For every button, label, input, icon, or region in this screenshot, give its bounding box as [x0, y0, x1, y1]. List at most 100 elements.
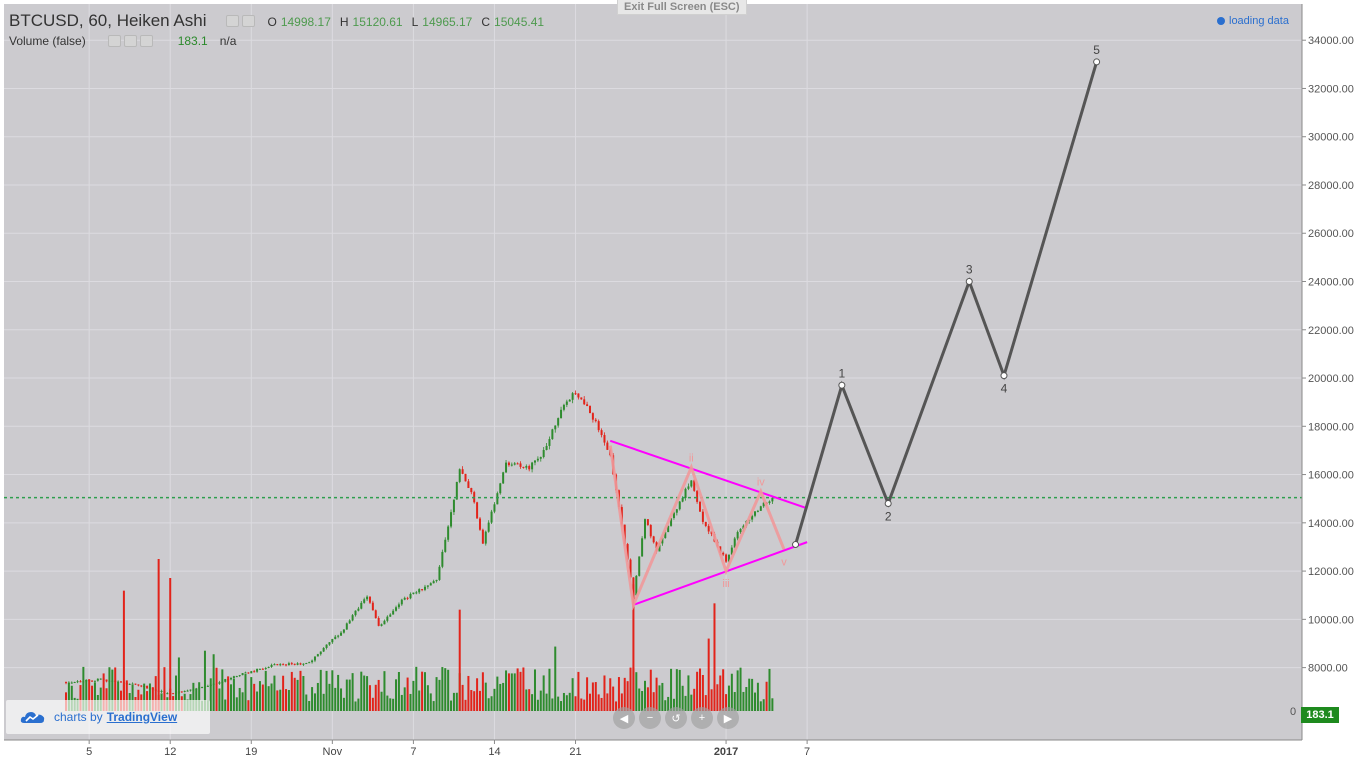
candle-body: [539, 457, 542, 459]
candle-body: [756, 510, 759, 512]
candle-body: [163, 690, 166, 694]
zoom-in-icon[interactable]: +: [691, 707, 713, 729]
branding-link[interactable]: TradingView: [106, 710, 178, 724]
projection-node[interactable]: [1093, 58, 1101, 66]
volume-bar: [667, 696, 670, 711]
volume-hide-button[interactable]: [107, 35, 121, 47]
candle-body: [496, 493, 499, 505]
candle-body: [99, 678, 102, 680]
volume-spike: [122, 590, 125, 711]
volume-bar: [730, 673, 733, 711]
subwave-polyline[interactable]: [608, 445, 786, 611]
triangle-lower-line[interactable]: [633, 541, 808, 606]
price-tick-label: 34000.00: [1308, 35, 1354, 47]
candle-body: [276, 664, 279, 666]
candle-body: [438, 566, 441, 580]
loading-indicator: loading data: [1217, 15, 1289, 27]
exit-fullscreen-button[interactable]: Exit Full Screen (ESC): [617, 0, 747, 15]
volume-bar: [574, 696, 577, 711]
volume-bar: [403, 687, 406, 711]
volume-bar: [395, 679, 398, 711]
volume-bar: [533, 669, 536, 711]
candle-body: [241, 673, 244, 676]
volume-settings-button[interactable]: [123, 35, 137, 47]
candle-body: [270, 664, 273, 667]
volume-bar: [701, 674, 704, 711]
candle-body: [536, 458, 539, 461]
volume-bar: [360, 671, 363, 711]
projection-node[interactable]: [1000, 372, 1008, 380]
candle-body: [325, 644, 328, 648]
volume-bar: [406, 677, 409, 711]
candle-body: [418, 589, 421, 593]
volume-bar: [345, 679, 348, 711]
legend-hide-button[interactable]: [226, 15, 240, 27]
candle-body: [76, 681, 79, 683]
volume-bar: [626, 681, 629, 711]
volume-bar: [641, 691, 644, 711]
candle-body: [423, 586, 426, 590]
candle-body: [351, 615, 354, 621]
volume-bar: [389, 698, 392, 711]
volume-bar: [397, 672, 400, 711]
candle-body: [166, 693, 169, 695]
scroll-left-icon[interactable]: ◀: [613, 707, 635, 729]
time-tick-label: 5: [86, 746, 92, 758]
candle-body: [293, 663, 296, 665]
candle-body: [429, 583, 432, 586]
volume-bar: [276, 690, 279, 711]
volume-bar: [117, 682, 120, 711]
candle-body: [354, 610, 357, 616]
volume-bar: [719, 675, 722, 711]
volume-close-button[interactable]: [139, 35, 153, 47]
volume-bar: [664, 700, 667, 711]
projection-node[interactable]: [838, 381, 846, 389]
volume-title: Volume (false): [9, 34, 86, 48]
time-axis[interactable]: 5 12 19 Nov 7 14 21 2017 7: [4, 739, 1302, 764]
candle-body: [470, 488, 473, 493]
volume-bar: [678, 669, 681, 711]
candle-body: [96, 678, 99, 681]
projection-node[interactable]: [965, 278, 973, 286]
volume-bar: [258, 681, 261, 711]
projection-node[interactable]: [792, 541, 800, 549]
projection-node[interactable]: [884, 500, 892, 508]
zoom-out-icon[interactable]: −: [639, 707, 661, 729]
volume-bar: [426, 685, 429, 711]
projection-polyline[interactable]: [794, 61, 1099, 545]
branding-prefix: charts by: [54, 710, 103, 724]
price-axis[interactable]: 8000.00 10000.00 12000.00 14000.00 16000.00 1…: [1290, 4, 1362, 764]
volume-bar: [308, 700, 311, 711]
volume-bar: [386, 695, 389, 711]
loading-dot-icon: [1217, 17, 1225, 25]
legend-settings-button[interactable]: [242, 15, 256, 27]
volume-bar: [490, 696, 493, 711]
candle-body: [105, 679, 108, 682]
candle-body: [412, 592, 415, 594]
candle-body: [221, 681, 224, 683]
volume-bar: [261, 684, 264, 711]
candle-body: [227, 679, 230, 681]
candle-body: [151, 687, 154, 690]
volume-bar: [302, 676, 305, 711]
volume-bar: [609, 678, 612, 711]
triangle-upper-line[interactable]: [609, 439, 808, 510]
scroll-right-icon[interactable]: ▶: [717, 707, 739, 729]
candle-body: [730, 547, 733, 555]
volume-bar: [432, 701, 435, 711]
candle-body: [371, 602, 374, 611]
volume-bar: [328, 683, 331, 711]
volume-spike: [458, 609, 461, 711]
volume-bar: [597, 694, 600, 711]
volume-bar: [374, 684, 377, 711]
price-tick-label: 30000.00: [1308, 132, 1354, 144]
reset-icon[interactable]: ↺: [665, 707, 687, 729]
volume-bar: [557, 696, 560, 711]
tradingview-badge[interactable]: charts by TradingView: [6, 700, 210, 734]
time-tick-label: 7: [410, 746, 416, 758]
candle-body: [739, 528, 742, 533]
candle-body: [693, 480, 696, 491]
plot-background[interactable]: [4, 4, 1302, 740]
